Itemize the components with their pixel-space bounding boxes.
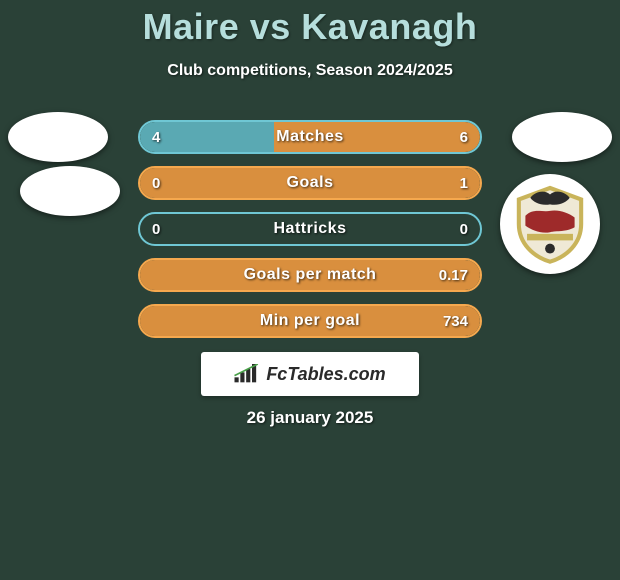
stat-row: Goals per match0.17 <box>138 258 482 292</box>
club-emblem <box>500 174 600 274</box>
stat-value-right: 6 <box>460 122 468 152</box>
stat-label: Goals <box>140 168 480 198</box>
stat-row: Min per goal734 <box>138 304 482 338</box>
stat-value-right: 0 <box>460 214 468 244</box>
stat-row: Hattricks0 0 <box>138 212 482 246</box>
crest-icon <box>509 183 591 265</box>
player-left-badge-2 <box>20 166 120 216</box>
stat-rows: Matches46Goals01Hattricks00Goals per mat… <box>138 120 482 350</box>
stat-value-right: 734 <box>443 306 468 336</box>
stat-value-left: 0 <box>152 214 160 244</box>
player-right-badge-1 <box>512 112 612 162</box>
stat-value-right: 1 <box>460 168 468 198</box>
branding-badge: FcTables.com <box>201 352 419 396</box>
stat-value-right: 0.17 <box>439 260 468 290</box>
stat-label: Matches <box>140 122 480 152</box>
stat-label: Min per goal <box>140 306 480 336</box>
bars-icon <box>234 364 260 384</box>
stat-label: Hattricks <box>140 214 480 244</box>
branding-text: FcTables.com <box>266 364 385 385</box>
page-title: Maire vs Kavanagh <box>0 0 620 48</box>
stat-value-left: 0 <box>152 168 160 198</box>
snapshot-date: 26 january 2025 <box>0 408 620 428</box>
stat-row: Matches4 6 <box>138 120 482 154</box>
stat-value-left: 4 <box>152 122 160 152</box>
player-left-badge-1 <box>8 112 108 162</box>
stat-label: Goals per match <box>140 260 480 290</box>
stat-row: Goals0 1 <box>138 166 482 200</box>
page-subtitle: Club competitions, Season 2024/2025 <box>0 62 620 80</box>
